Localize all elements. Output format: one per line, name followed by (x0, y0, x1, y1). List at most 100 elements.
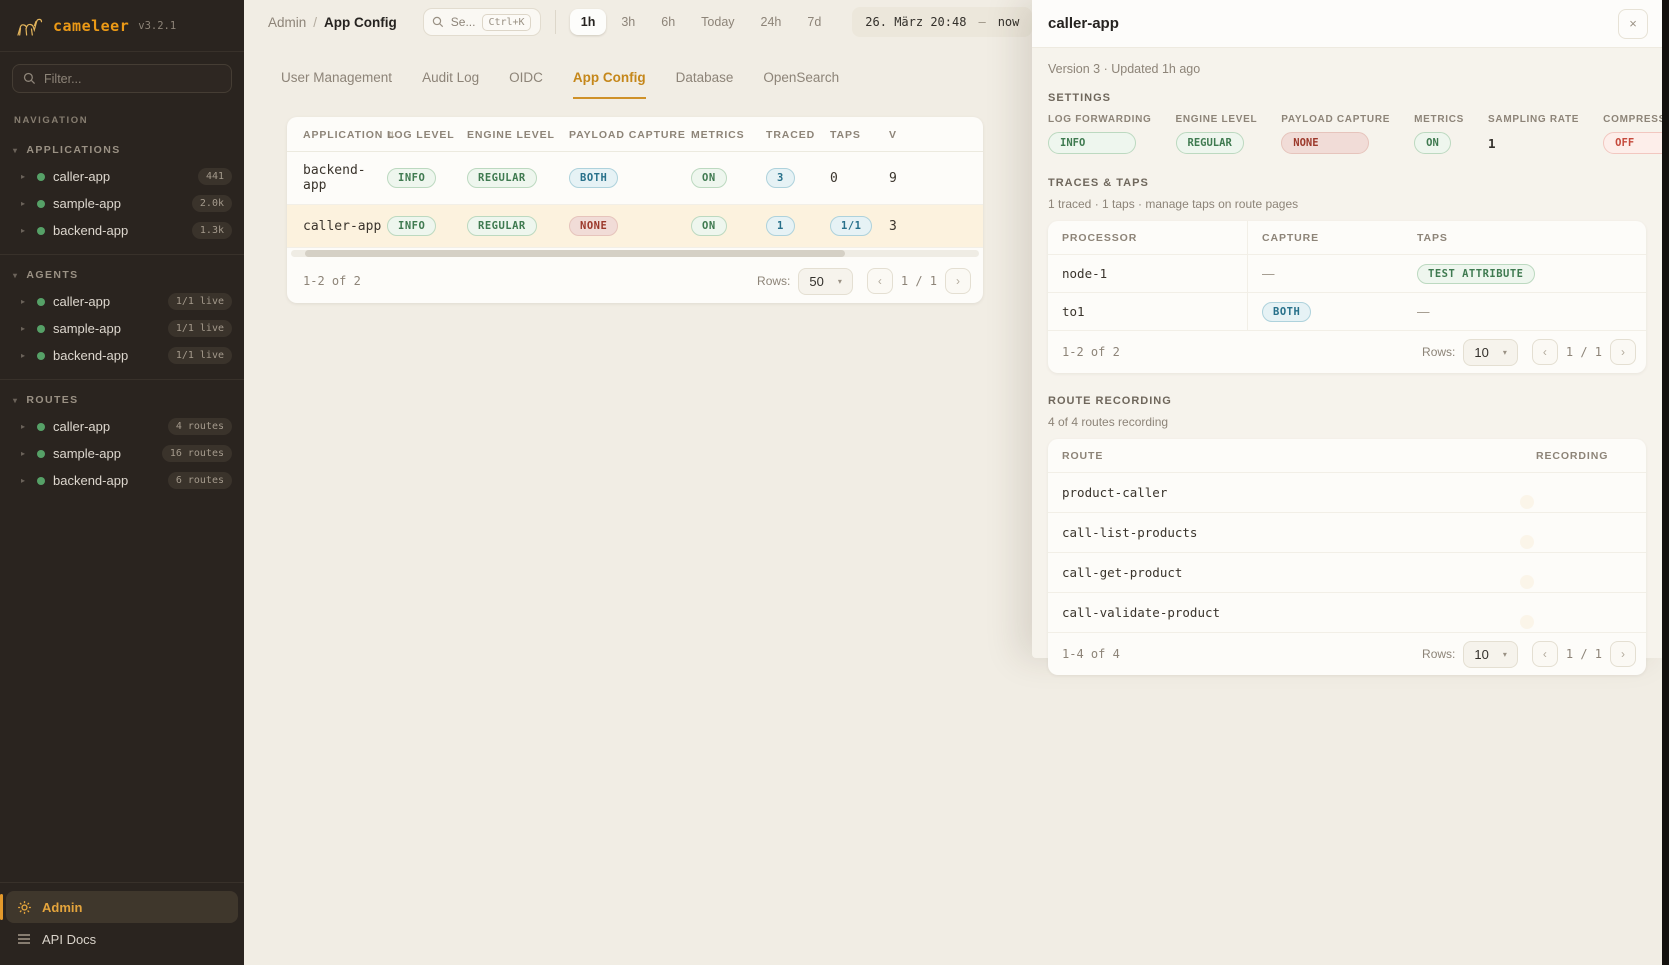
count-badge: 441 (197, 168, 232, 185)
field-log-forwarding: LOG FORWARDING INFO (1048, 114, 1152, 155)
settings-section-label: SETTINGS (1048, 92, 1112, 104)
breadcrumb-parent[interactable]: Admin (268, 14, 307, 30)
time-range-24h[interactable]: 24h (760, 15, 782, 29)
next-page-button[interactable]: › (945, 268, 971, 294)
payload-capture-value[interactable]: NONE (1281, 132, 1370, 154)
list-icon (16, 933, 32, 945)
chevron-down-icon: ▾ (837, 276, 842, 286)
compress-success-value[interactable]: OFF (1603, 132, 1669, 154)
engine-level-value[interactable]: REGULAR (1175, 132, 1244, 154)
cell-taps: 0 (830, 151, 889, 205)
sidebar-item-applications-backend-app[interactable]: ▸ backend-app 1.3k (0, 217, 244, 244)
route-row: product-caller (1048, 473, 1646, 513)
section-header-routes[interactable]: ▾ ROUTES (13, 394, 79, 406)
log-forwarding-value[interactable]: INFO (1048, 132, 1136, 154)
route-name: call-list-products (1062, 525, 1198, 540)
sidebar-item-applications-sample-app[interactable]: ▸ sample-app 2.0k (0, 190, 244, 217)
page-indicator: 1 / 1 (900, 274, 937, 288)
route-name: product-caller (1062, 485, 1168, 500)
sidebar-item-agents-backend-app[interactable]: ▸ backend-app 1/1 live (0, 342, 244, 369)
chevron-right-icon[interactable]: ▸ (21, 476, 26, 485)
time-range-today[interactable]: Today (701, 15, 735, 29)
rows-per-page-select[interactable]: 10 ▾ (1463, 640, 1518, 668)
trace-row[interactable]: node-1 — TEST ATTRIBUTE (1048, 255, 1646, 293)
section-header-agents[interactable]: ▾ AGENTS (13, 269, 79, 281)
traced-badge: 1 (766, 216, 795, 236)
capture-value: — (1262, 267, 1275, 281)
tab-oidc[interactable]: OIDC (509, 70, 543, 85)
search-icon (23, 72, 36, 85)
horizontal-scrollbar[interactable] (291, 250, 979, 257)
table-row-selected[interactable]: caller-app INFO REGULAR NONE ON 1 1/1 3 (287, 204, 983, 248)
next-page-button[interactable]: › (1610, 339, 1636, 365)
chevron-right-icon[interactable]: ▸ (21, 449, 26, 458)
field-engine-level: ENGINE LEVEL REGULAR (1175, 114, 1258, 155)
time-range-6h[interactable]: 6h (661, 15, 676, 29)
processor-name: to1 (1048, 293, 1248, 330)
sidebar-item-routes-backend-app[interactable]: ▸ backend-app 6 routes (0, 467, 244, 494)
sidebar-item-routes-caller-app[interactable]: ▸ caller-app 4 routes (0, 413, 244, 440)
main-area: Admin / App Config Se... Ctrl+K 1h 3h 6h… (244, 0, 1669, 965)
sidebar-item-applications-caller-app[interactable]: ▸ caller-app 441 (0, 163, 244, 190)
gear-icon (16, 900, 32, 915)
tab-user-management[interactable]: User Management (281, 70, 393, 85)
prev-page-button[interactable]: ‹ (1531, 641, 1558, 667)
next-page-button[interactable]: › (1610, 641, 1636, 667)
rows-per-page-select[interactable]: 50 ▾ (798, 267, 853, 295)
sidebar-item-admin[interactable]: Admin (0, 891, 238, 923)
cell-application[interactable]: backend-app (287, 151, 387, 205)
time-range-1h[interactable]: 1h (569, 9, 607, 35)
sidebar-item-api-docs[interactable]: API Docs (6, 923, 238, 955)
metrics-value[interactable]: ON (1414, 132, 1451, 154)
route-row: call-list-products (1048, 513, 1646, 553)
routes-badge: 16 routes (161, 445, 232, 462)
chevron-down-icon: ▾ (13, 395, 19, 405)
taps-value: TEST ATTRIBUTE (1417, 263, 1535, 284)
traces-table-footer: 1-2 of 2 Rows: 10 ▾ ‹ 1 / 1 › (1048, 331, 1646, 373)
chevron-down-icon: ▾ (13, 145, 19, 155)
route-row: call-get-product (1048, 553, 1646, 593)
sidebar: cameleer v3.2.1 Filter... NAVIGATION ▾ A… (0, 0, 244, 965)
time-range-7d[interactable]: 7d (807, 15, 822, 29)
tab-opensearch[interactable]: OpenSearch (763, 70, 840, 85)
engine-level-badge: REGULAR (467, 168, 537, 188)
chevron-right-icon[interactable]: ▸ (21, 351, 26, 360)
row-range: 1-4 of 4 (1062, 647, 1120, 661)
trace-row[interactable]: to1 BOTH — (1048, 293, 1646, 331)
close-icon[interactable]: × (1618, 8, 1648, 39)
sidebar-item-routes-sample-app[interactable]: ▸ sample-app 16 routes (0, 440, 244, 467)
chevron-right-icon[interactable]: ▸ (21, 422, 26, 431)
version-meta: Version 3 · Updated 1h ago (1048, 62, 1201, 76)
camel-logo-icon (17, 18, 43, 36)
time-range-3h[interactable]: 3h (621, 15, 636, 29)
sidebar-filter-input[interactable]: Filter... (12, 64, 232, 93)
section-header-applications[interactable]: ▾ APPLICATIONS (13, 144, 121, 156)
tab-database[interactable]: Database (675, 70, 734, 85)
scrollbar-thumb[interactable] (305, 250, 845, 257)
search-icon (432, 16, 443, 28)
status-dot (37, 324, 45, 333)
global-search-input[interactable]: Se... Ctrl+K (422, 8, 541, 36)
chevron-right-icon[interactable]: ▸ (21, 226, 26, 235)
chevron-right-icon[interactable]: ▸ (21, 297, 26, 306)
panel-title: caller-app (1048, 15, 1119, 32)
route-recording-table-card: ROUTE RECORDING product-caller call-list… (1048, 439, 1646, 675)
rows-per-page-select[interactable]: 10 ▾ (1463, 338, 1518, 366)
recording-table-footer: 1-4 of 4 Rows: 10 ▾ ‹ 1 / 1 › (1048, 633, 1646, 675)
date-range-display[interactable]: 26. März 20:48 — now (852, 7, 1033, 37)
prev-page-button[interactable]: ‹ (1531, 339, 1558, 365)
detail-panel: caller-app × Version 3 · Updated 1h ago … (1032, 0, 1669, 675)
tab-app-config[interactable]: App Config (572, 70, 646, 99)
chevron-right-icon[interactable]: ▸ (21, 324, 26, 333)
recording-subtitle: 4 of 4 routes recording (1048, 415, 1169, 429)
sidebar-item-agents-caller-app[interactable]: ▸ caller-app 1/1 live (0, 288, 244, 315)
chevron-right-icon[interactable]: ▸ (21, 199, 26, 208)
cell-version: 9 (889, 151, 983, 205)
cell-application[interactable]: caller-app (287, 204, 387, 248)
sidebar-section-applications: ▾ APPLICATIONS ▸ caller-app 441 ▸ sample… (0, 130, 244, 254)
table-row[interactable]: backend-app INFO REGULAR BOTH ON 3 0 9 (287, 151, 983, 205)
tab-audit-log[interactable]: Audit Log (422, 70, 480, 85)
chevron-right-icon[interactable]: ▸ (21, 172, 26, 181)
prev-page-button[interactable]: ‹ (866, 268, 893, 294)
sidebar-item-agents-sample-app[interactable]: ▸ sample-app 1/1 live (0, 315, 244, 342)
